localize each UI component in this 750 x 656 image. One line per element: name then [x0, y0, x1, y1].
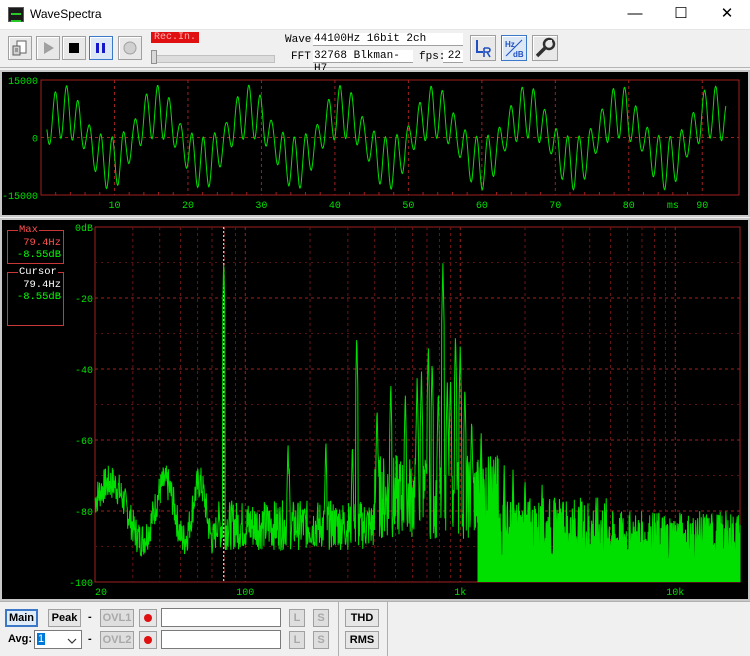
ovl2-save-button[interactable]: S	[313, 631, 329, 649]
fps-field: 22	[443, 50, 463, 63]
wave-format-field: 44100Hz 16bit 2ch	[313, 33, 463, 46]
svg-text:Hz: Hz	[505, 40, 515, 49]
wave-y-tick-label: 15000	[8, 77, 38, 88]
fft-label: FFT:	[291, 51, 318, 63]
wave-x-tick-label: 30	[255, 201, 267, 212]
maximize-button[interactable]: ☐	[674, 5, 688, 22]
divider	[338, 602, 339, 656]
wave-y-tick-label: 0	[32, 135, 38, 146]
wave-x-tick-label: 10	[108, 201, 120, 212]
max-readout-freq: 79.4Hz	[23, 237, 61, 249]
stop-button[interactable]	[62, 36, 86, 60]
waveform-panel: 10 20 30 40 50 60 70 80 90 ms 15000 0 -15000	[0, 70, 750, 217]
rec-level-slider[interactable]	[151, 55, 275, 63]
wave-x-tick-label: 70	[549, 201, 561, 212]
minimize-button[interactable]: —	[627, 5, 643, 22]
waveform-plot[interactable]: 10 20 30 40 50 60 70 80 90 ms 15000 0 -15000	[2, 72, 748, 215]
rec-input-label: Rec.In.	[151, 32, 199, 43]
main-button[interactable]: Main	[5, 609, 38, 627]
wave-y-tick-label: -15000	[2, 192, 38, 203]
spectrum-y-tick-label: -40	[75, 366, 93, 377]
title-bar: WaveSpectra — ☐ ✕	[0, 0, 750, 30]
wave-x-tick-label: 50	[402, 201, 414, 212]
max-readout-title: Max	[18, 224, 39, 237]
record-icon	[123, 41, 137, 55]
play-icon	[44, 42, 54, 54]
play-button[interactable]	[36, 36, 60, 60]
waveform-trace	[46, 84, 727, 191]
spectrum-x-tick-label: 1k	[454, 587, 466, 599]
cursor-readout-freq: 79.4Hz	[23, 279, 61, 291]
wave-x-unit-label: ms	[667, 201, 679, 212]
ovl1-file-field[interactable]	[161, 608, 281, 627]
wave-x-tick-label: 60	[476, 201, 488, 212]
ovl1-load-button[interactable]: L	[289, 609, 305, 627]
separator-dash-1: -	[88, 611, 92, 623]
spectrum-x-tick-label: 10k	[666, 587, 684, 599]
spectrum-y-tick-label: -20	[75, 295, 93, 306]
open-file-icon	[12, 40, 27, 56]
open-file-button[interactable]	[8, 36, 32, 60]
thd-button[interactable]: THD	[345, 609, 379, 627]
avg-label: Avg:	[8, 633, 33, 645]
rms-button[interactable]: RMS	[345, 631, 379, 649]
window-title: WaveSpectra	[30, 7, 102, 21]
wave-x-tick-label: 40	[329, 201, 341, 212]
pause-button[interactable]	[89, 36, 113, 60]
spectrum-x-tick-label: 100	[236, 588, 254, 599]
peak-button[interactable]: Peak	[48, 609, 81, 627]
hz-db-icon: Hz dB	[505, 39, 524, 59]
fps-label: fps:	[419, 51, 446, 63]
bottom-control-bar: Main Peak - OVL1 L S Avg: 1 - OVL2 L S T…	[0, 601, 750, 656]
max-readout-level: -8.55dB	[16, 248, 61, 261]
ovl1-button[interactable]: OVL1	[100, 609, 134, 627]
pause-icon	[96, 43, 105, 53]
ovl2-button[interactable]: OVL2	[100, 631, 134, 649]
settings-wrench-icon	[535, 37, 556, 58]
divider-2	[387, 602, 388, 656]
wave-x-tick-label: 80	[623, 201, 635, 212]
cursor-readout-title: Cursor	[18, 266, 58, 279]
avg-select[interactable]: 1	[34, 630, 82, 649]
app-icon	[8, 7, 24, 22]
hz-db-scale-button[interactable]: Hz dB	[501, 35, 527, 61]
max-readout: Max 79.4Hz -8.55dB	[7, 224, 64, 264]
spectrum-trace	[94, 263, 741, 582]
wave-x-tick-label: 90	[696, 201, 708, 212]
separator-dash-2: -	[88, 633, 92, 645]
ovl1-save-button[interactable]: S	[313, 609, 329, 627]
spectrum-panel: 0dB -20 -40 -60 -80 -100 20 100 1k 10k Max 79.4Hz…	[0, 218, 750, 601]
ovl2-record-button[interactable]	[139, 631, 157, 649]
avg-select-value: 1	[37, 633, 46, 645]
spectrum-y-tick-label: -100	[69, 579, 93, 590]
chevron-down-icon	[67, 638, 77, 644]
lr-channel-icon	[476, 40, 491, 58]
cursor-readout: Cursor 79.4Hz -8.55dB	[7, 266, 64, 326]
spectrum-y-tick-label: 0dB	[75, 223, 93, 235]
rec-level-slider-thumb[interactable]	[151, 50, 157, 64]
spectrum-x-tick-label: 20	[95, 588, 107, 599]
spectrum-y-tick-label: -60	[75, 437, 93, 448]
toolbar: Rec.In. Wave: 44100Hz 16bit 2ch FFT: 327…	[0, 30, 750, 75]
wave-label: Wave:	[285, 34, 319, 46]
settings-button[interactable]	[532, 35, 558, 61]
wave-x-tick-label: 20	[182, 201, 194, 212]
record-button[interactable]	[118, 36, 142, 60]
close-button[interactable]: ✕	[720, 5, 734, 22]
ovl2-load-button[interactable]: L	[289, 631, 305, 649]
ovl2-file-field[interactable]	[161, 630, 281, 649]
svg-text:dB: dB	[513, 50, 524, 59]
stop-icon	[69, 43, 79, 53]
cursor-readout-level: -8.55dB	[16, 290, 61, 303]
lr-channel-button[interactable]	[470, 35, 496, 61]
spectrum-y-tick-label: -80	[75, 508, 93, 519]
fft-setting-field: 32768 Blkman-H7	[313, 50, 413, 75]
ovl1-record-button[interactable]	[139, 609, 157, 627]
